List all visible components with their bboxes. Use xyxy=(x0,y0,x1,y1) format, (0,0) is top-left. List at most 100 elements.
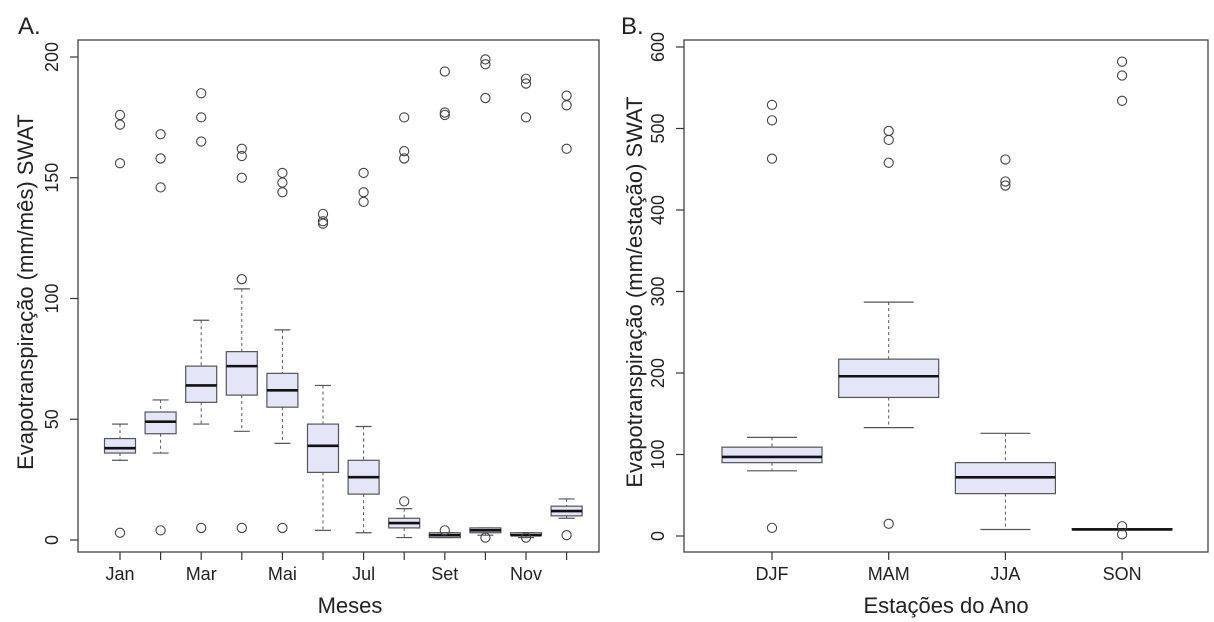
outlier-point-a xyxy=(480,532,491,543)
outlier-point-b xyxy=(766,153,778,164)
y-tick-label-b: 400 xyxy=(648,195,668,225)
y-tick-label-a: 150 xyxy=(42,163,62,193)
outlier-point-a xyxy=(277,167,288,179)
x-tick-label-b: MAM xyxy=(868,564,910,584)
outlier-point-b xyxy=(766,522,778,533)
outlier-point-a xyxy=(155,129,166,140)
outlier-point-b xyxy=(1000,180,1011,191)
outlier-point-b xyxy=(883,157,894,168)
y-tick-label-b: 100 xyxy=(648,439,668,469)
outlier-point-b xyxy=(1116,521,1128,532)
outlier-point-a xyxy=(358,196,369,208)
outlier-point-a xyxy=(561,530,572,541)
outlier-point-a xyxy=(317,208,329,220)
outlier-point-a xyxy=(399,153,410,164)
outlier-point-a xyxy=(520,78,532,89)
outlier-point-a xyxy=(399,146,410,157)
outlier-point-b xyxy=(1000,176,1011,187)
outlier-point-a xyxy=(236,274,247,285)
outlier-point-a xyxy=(561,90,572,101)
box-a xyxy=(225,351,258,396)
outlier-point-a xyxy=(277,522,288,534)
outlier-point-a xyxy=(358,167,369,179)
outlier-point-b xyxy=(883,518,894,529)
box-b xyxy=(838,358,940,399)
outlier-point-a xyxy=(114,109,126,121)
outlier-point-a xyxy=(236,143,247,154)
outlier-point-a xyxy=(317,218,329,229)
box-b xyxy=(721,446,823,464)
outlier-point-a xyxy=(155,153,166,164)
plot-frame-a xyxy=(77,39,600,553)
y-tick-label-a: 200 xyxy=(42,42,62,72)
y-axis-title-a: Evapotranspiração (mm/mês) SWAT xyxy=(13,114,38,470)
outlier-point-a xyxy=(196,136,207,147)
box-a xyxy=(306,423,340,473)
outlier-point-b xyxy=(1116,70,1128,81)
chart-panel-b: B. 0 100 200 300 400 500 600 DJF MAM JJA SON Estaç… xyxy=(607,0,1214,622)
outlier-point-a xyxy=(277,187,288,198)
outlier-point-a xyxy=(480,92,491,104)
x-tick-label-a: Jan xyxy=(105,564,134,584)
y-tick-label-b: 500 xyxy=(648,113,668,143)
panel-tag-a: A. xyxy=(18,13,41,40)
outlier-point-b xyxy=(883,125,894,137)
y-tick-label-a: 100 xyxy=(42,283,62,313)
x-tick-label-b: SON xyxy=(1103,564,1142,584)
outlier-point-a xyxy=(561,143,572,154)
outlier-point-a xyxy=(236,150,247,162)
y-axis-title-b: Evapotranspiração (mm/estação) SWAT xyxy=(622,96,647,487)
outlier-point-a xyxy=(155,525,166,536)
outlier-point-a xyxy=(520,532,532,543)
x-tick-label-a: Nov xyxy=(510,564,542,584)
outlier-point-a xyxy=(277,177,288,188)
x-axis-title-a: Meses xyxy=(318,593,383,618)
x-tick-label-b: DJF xyxy=(756,564,789,584)
x-tick-label-a: Mai xyxy=(268,564,297,584)
y-tick-label-a: 50 xyxy=(42,409,62,429)
outlier-point-a xyxy=(155,182,166,193)
plot-frame-b xyxy=(683,39,1209,553)
outlier-point-b xyxy=(766,99,778,111)
outlier-point-b xyxy=(883,134,894,146)
x-tick-label-a: Set xyxy=(431,564,458,584)
panel-tag-b: B. xyxy=(621,13,644,40)
y-tick-label-b: 300 xyxy=(648,276,668,306)
chart-panel-a: A. 0 50 100 150 200 Jan Mar Mai Jul Set Nov Meses … xyxy=(13,13,600,618)
outlier-point-a xyxy=(399,496,410,507)
outlier-point-a xyxy=(317,216,329,227)
x-tick-label-b: JJA xyxy=(990,564,1020,584)
outlier-point-b xyxy=(1116,529,1128,540)
outlier-point-b xyxy=(766,115,778,126)
y-tick-label-b: 200 xyxy=(648,358,668,388)
outlier-point-a xyxy=(236,172,247,183)
x-tick-label-a: Mar xyxy=(186,564,217,584)
outlier-point-a xyxy=(196,522,207,534)
y-tick-label-b: 0 xyxy=(648,531,668,541)
x-axis-title-b: Estações do Ano xyxy=(863,593,1028,618)
outlier-point-a xyxy=(520,73,532,84)
outlier-point-a xyxy=(480,54,491,65)
outlier-point-a xyxy=(196,88,207,99)
outlier-point-a xyxy=(561,100,572,111)
outlier-point-a xyxy=(236,522,247,534)
outlier-point-b xyxy=(1000,154,1011,165)
outlier-point-a xyxy=(196,112,207,123)
outlier-point-a xyxy=(480,59,491,70)
outlier-point-b xyxy=(1116,95,1128,106)
outlier-point-b xyxy=(1116,56,1128,67)
outlier-point-a xyxy=(439,107,450,118)
outlier-point-a xyxy=(439,525,450,536)
y-tick-label-b: 600 xyxy=(648,32,668,62)
outlier-point-a xyxy=(114,119,126,130)
outlier-point-a xyxy=(114,527,126,538)
boxplot-seasonal-et: B. 0 100 200 300 400 500 600 DJF MAM JJA SON Estaç… xyxy=(621,13,1209,618)
x-tick-label-a: Jul xyxy=(352,564,375,584)
box-a xyxy=(103,437,137,454)
outlier-point-a xyxy=(439,66,450,77)
outlier-point-a xyxy=(358,187,369,198)
y-tick-label-a: 0 xyxy=(42,535,62,545)
outlier-point-a xyxy=(114,158,126,169)
outlier-point-a xyxy=(439,109,450,121)
